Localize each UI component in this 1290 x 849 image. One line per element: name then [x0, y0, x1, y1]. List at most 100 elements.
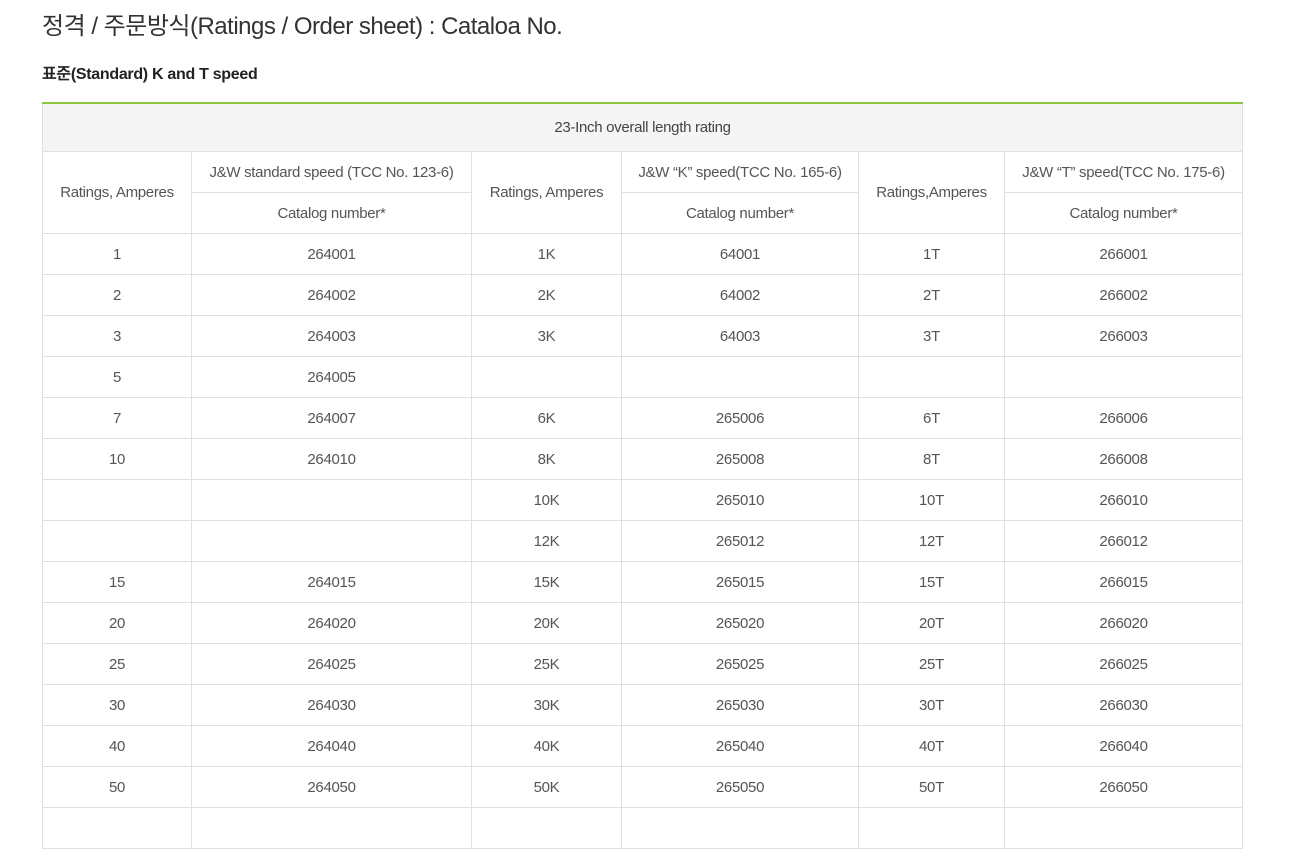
header-catalog-k: Catalog number* — [621, 192, 859, 234]
cell-catalog-t: 266001 — [1003, 233, 1244, 275]
cell-rating-t: 6T — [858, 397, 1005, 439]
cell-catalog-standard — [191, 520, 472, 562]
cell-catalog-t: 266008 — [1003, 438, 1244, 480]
table-row: 10 264010 8K 265008 8T 266008 — [42, 438, 1244, 480]
header-t-speed: J&W “T” speed(TCC No. 175-6) — [1003, 151, 1244, 193]
cell-rating-standard: 15 — [42, 561, 192, 603]
cell-catalog-t: 266020 — [1003, 602, 1244, 644]
cell-catalog-k: 64002 — [621, 274, 859, 316]
cell-rating-t: 2T — [858, 274, 1005, 316]
section-subtitle: 표준(Standard) K and T speed — [42, 66, 258, 83]
cell-rating-standard: 3 — [42, 315, 192, 357]
table-caption: 23-Inch overall length rating — [41, 102, 1244, 152]
cell-catalog-standard: 264003 — [191, 315, 472, 357]
cell-catalog-t — [1003, 356, 1244, 398]
cell-catalog-k: 265030 — [621, 684, 859, 726]
header-ratings-k: Ratings, Amperes — [471, 151, 622, 234]
cell-catalog-standard: 264030 — [191, 684, 472, 726]
cell-rating-standard: 7 — [42, 397, 192, 439]
cell-rating-standard — [42, 520, 192, 562]
table-row — [42, 807, 1244, 849]
cell-rating-k — [471, 356, 622, 398]
cell-catalog-standard: 264010 — [191, 438, 472, 480]
table-row: 5 264005 — [42, 356, 1244, 398]
cell-catalog-standard: 264050 — [191, 766, 472, 808]
cell-rating-standard: 1 — [42, 233, 192, 275]
cell-catalog-standard — [191, 807, 472, 849]
cell-catalog-k: 265020 — [621, 602, 859, 644]
cell-rating-standard: 50 — [42, 766, 192, 808]
cell-catalog-standard: 264001 — [191, 233, 472, 275]
header-k-speed: J&W “K” speed(TCC No. 165-6) — [621, 151, 859, 193]
cell-catalog-standard: 264007 — [191, 397, 472, 439]
cell-rating-standard: 40 — [42, 725, 192, 767]
cell-rating-k: 10K — [471, 479, 622, 521]
cell-rating-t — [858, 356, 1005, 398]
cell-catalog-t: 266030 — [1003, 684, 1244, 726]
cell-rating-k — [471, 807, 622, 849]
cell-rating-standard: 5 — [42, 356, 192, 398]
table-row: 3 264003 3K 64003 3T 266003 — [42, 315, 1244, 357]
cell-rating-t: 1T — [858, 233, 1005, 275]
cell-rating-k: 25K — [471, 643, 622, 685]
cell-rating-standard: 20 — [42, 602, 192, 644]
header-ratings-standard: Ratings, Amperes — [42, 151, 192, 234]
cell-rating-t: 40T — [858, 725, 1005, 767]
cell-rating-t: 20T — [858, 602, 1005, 644]
cell-catalog-t: 266015 — [1003, 561, 1244, 603]
table-row: 40 264040 40K 265040 40T 266040 — [42, 725, 1244, 767]
cell-catalog-standard: 264020 — [191, 602, 472, 644]
cell-rating-k: 2K — [471, 274, 622, 316]
cell-rating-k: 50K — [471, 766, 622, 808]
cell-rating-t: 25T — [858, 643, 1005, 685]
cell-catalog-t: 266040 — [1003, 725, 1244, 767]
cell-rating-k: 40K — [471, 725, 622, 767]
table-row: 12K 265012 12T 266012 — [42, 520, 1244, 562]
cell-catalog-k: 265040 — [621, 725, 859, 767]
cell-rating-standard: 30 — [42, 684, 192, 726]
header-catalog-standard: Catalog number* — [191, 192, 472, 234]
cell-catalog-k: 265006 — [621, 397, 859, 439]
table-row: 30 264030 30K 265030 30T 266030 — [42, 684, 1244, 726]
page-title: 정격 / 주문방식(Ratings / Order sheet) : Catal… — [42, 13, 563, 40]
cell-catalog-k: 265008 — [621, 438, 859, 480]
cell-rating-k: 30K — [471, 684, 622, 726]
cell-catalog-k: 64003 — [621, 315, 859, 357]
table-row: 1 264001 1K 64001 1T 266001 — [42, 233, 1244, 275]
header-ratings-t: Ratings,Amperes — [858, 151, 1005, 234]
cell-rating-standard: 10 — [42, 438, 192, 480]
cell-rating-t: 12T — [858, 520, 1005, 562]
cell-catalog-standard: 264005 — [191, 356, 472, 398]
cell-catalog-k: 265025 — [621, 643, 859, 685]
cell-catalog-standard: 264015 — [191, 561, 472, 603]
cell-rating-k: 3K — [471, 315, 622, 357]
cell-rating-t: 30T — [858, 684, 1005, 726]
cell-rating-standard — [42, 807, 192, 849]
cell-catalog-t: 266025 — [1003, 643, 1244, 685]
table-row: 50 264050 50K 265050 50T 266050 — [42, 766, 1244, 808]
cell-catalog-k: 265015 — [621, 561, 859, 603]
cell-catalog-t — [1003, 807, 1244, 849]
cell-rating-t: 10T — [858, 479, 1005, 521]
table-row: 2 264002 2K 64002 2T 266002 — [42, 274, 1244, 316]
cell-catalog-k: 64001 — [621, 233, 859, 275]
cell-catalog-k: 265012 — [621, 520, 859, 562]
header-catalog-t: Catalog number* — [1003, 192, 1244, 234]
cell-catalog-k — [621, 807, 859, 849]
cell-rating-k: 8K — [471, 438, 622, 480]
cell-rating-t: 50T — [858, 766, 1005, 808]
cell-catalog-standard: 264002 — [191, 274, 472, 316]
cell-rating-standard: 2 — [42, 274, 192, 316]
cell-catalog-k: 265010 — [621, 479, 859, 521]
cell-catalog-standard: 264040 — [191, 725, 472, 767]
cell-catalog-t: 266002 — [1003, 274, 1244, 316]
cell-catalog-k: 265050 — [621, 766, 859, 808]
cell-rating-k: 20K — [471, 602, 622, 644]
cell-catalog-t: 266012 — [1003, 520, 1244, 562]
cell-catalog-standard: 264025 — [191, 643, 472, 685]
ratings-table: 23-Inch overall length rating Ratings, A… — [41, 102, 1244, 849]
cell-rating-k: 12K — [471, 520, 622, 562]
cell-rating-t: 8T — [858, 438, 1005, 480]
cell-rating-k: 6K — [471, 397, 622, 439]
cell-rating-t: 3T — [858, 315, 1005, 357]
